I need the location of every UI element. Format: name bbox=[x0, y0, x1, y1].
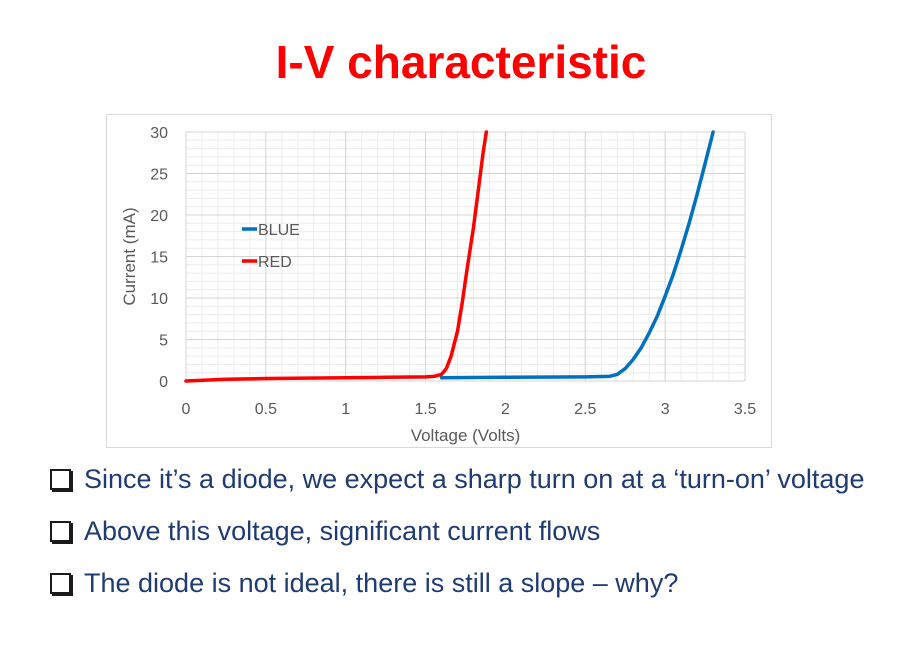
x-tick-label: 0 bbox=[182, 401, 191, 418]
iv-chart: 0 0.5 1 1.5 2 2.5 3 3.5 0 5 10 15 20 25 30 Voltage (Vol… bbox=[120, 125, 756, 445]
x-tick-label: 2 bbox=[501, 401, 510, 418]
y-tick-label: 25 bbox=[150, 167, 168, 184]
y-axis-label: Current (mA) bbox=[120, 207, 139, 305]
bullet-text: Above this voltage, significant current … bbox=[84, 516, 601, 546]
bullet-text: Since it’s a diode, we expect a sharp tu… bbox=[84, 464, 865, 494]
y-tick-label: 10 bbox=[150, 291, 168, 308]
checkbox-icon bbox=[50, 469, 71, 490]
series-line-blue bbox=[439, 130, 715, 380]
x-tick-label: 3 bbox=[661, 401, 670, 418]
x-tick-label: 3.5 bbox=[734, 401, 756, 418]
y-tick-label: 20 bbox=[150, 208, 168, 225]
x-tick-label: 1 bbox=[341, 401, 350, 418]
slide-title: I-V characteristic bbox=[275, 36, 647, 88]
y-tick-label: 0 bbox=[159, 374, 168, 391]
y-tick-label: 5 bbox=[159, 333, 168, 350]
y-tick-label: 15 bbox=[150, 250, 168, 267]
legend-label: BLUE bbox=[258, 222, 300, 239]
y-tick-label: 30 bbox=[150, 125, 168, 142]
x-tick-label: 1.5 bbox=[414, 401, 436, 418]
checkbox-icon bbox=[50, 521, 71, 542]
x-tick-label: 2.5 bbox=[574, 401, 596, 418]
x-tick-label: 0.5 bbox=[255, 401, 277, 418]
checkbox-icon bbox=[50, 573, 71, 594]
bullet-item: Since it’s a diode, we expect a sharp tu… bbox=[50, 462, 910, 497]
bullet-text: The diode is not ideal, there is still a… bbox=[84, 568, 679, 598]
x-axis-label: Voltage (Volts) bbox=[411, 426, 521, 445]
legend-label: RED bbox=[258, 254, 292, 271]
bullet-item: The diode is not ideal, there is still a… bbox=[50, 566, 910, 601]
series-line-red bbox=[184, 130, 489, 383]
bullet-list: Since it’s a diode, we expect a sharp tu… bbox=[50, 462, 910, 618]
bullet-item: Above this voltage, significant current … bbox=[50, 514, 910, 549]
chart-area: 0 0.5 1 1.5 2 2.5 3 3.5 0 5 10 15 20 25 30 Voltage (Vol… bbox=[106, 114, 772, 448]
